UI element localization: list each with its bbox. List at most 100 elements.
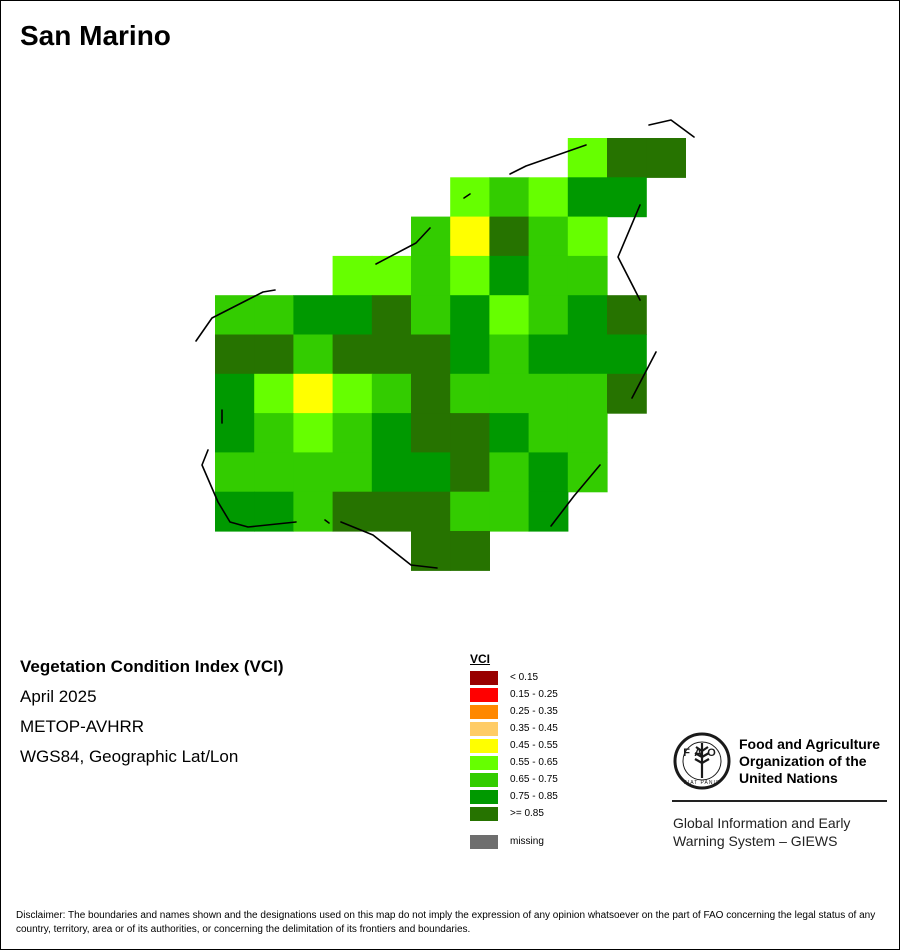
vci-cell xyxy=(489,295,530,336)
border-segment xyxy=(195,289,276,342)
vci-cell xyxy=(450,255,490,296)
vci-cell xyxy=(567,373,608,414)
legend-swatch xyxy=(470,705,498,719)
fao-name-line: United Nations xyxy=(739,770,838,786)
giews-line: Global Information and Early xyxy=(673,815,851,831)
vci-map xyxy=(195,119,695,571)
vci-cell xyxy=(489,491,530,532)
vci-cell xyxy=(293,334,334,375)
vci-cell xyxy=(450,177,490,218)
vci-cell xyxy=(293,491,334,532)
fao-organization-name: Food and Agriculture Organization of the… xyxy=(739,736,880,787)
vci-cell xyxy=(411,491,451,532)
vci-cell xyxy=(528,452,569,493)
legend-label: >= 0.85 xyxy=(510,808,544,819)
index-title: Vegetation Condition Index (VCI) xyxy=(20,657,284,676)
vci-cell xyxy=(371,255,412,296)
index-projection: WGS84, Geographic Lat/Lon xyxy=(20,747,239,766)
index-date: April 2025 xyxy=(20,687,97,706)
vci-cell xyxy=(371,295,412,336)
vci-cell xyxy=(411,452,451,493)
legend-label: 0.75 - 0.85 xyxy=(510,791,558,802)
legend-swatch xyxy=(470,671,498,685)
fao-name-line: Organization of the xyxy=(739,753,867,769)
vci-cell xyxy=(567,413,608,453)
vci-cell xyxy=(332,295,373,336)
vci-cell xyxy=(215,373,255,414)
vci-cell xyxy=(293,413,334,453)
vci-cell xyxy=(332,255,373,296)
vci-cell xyxy=(528,334,569,375)
vci-cell xyxy=(254,452,294,493)
vci-cell xyxy=(489,413,530,453)
legend: VCI < 0.15 0.15 - 0.25 0.25 - 0.35 0.35 - 0… xyxy=(470,652,558,849)
vci-cell xyxy=(371,491,412,532)
vci-cell xyxy=(254,373,294,414)
vci-cell xyxy=(489,334,530,375)
vci-cell xyxy=(567,138,608,178)
vci-cell xyxy=(411,373,451,414)
vci-cell xyxy=(646,138,686,178)
vci-cell xyxy=(371,373,412,414)
vci-cell xyxy=(215,334,255,375)
legend-label: missing xyxy=(510,836,544,847)
vci-cell xyxy=(332,334,373,375)
vci-cell xyxy=(371,334,412,375)
vci-cell xyxy=(528,295,569,336)
border-segment xyxy=(463,193,471,199)
vci-cell xyxy=(607,373,647,414)
legend-title: VCI xyxy=(470,652,491,666)
legend-swatch xyxy=(470,773,498,787)
vci-cell xyxy=(489,452,530,493)
legend-label: 0.15 - 0.25 xyxy=(510,689,558,700)
vci-cell xyxy=(607,177,647,218)
vci-cell xyxy=(567,177,608,218)
legend-label: < 0.15 xyxy=(510,672,539,683)
vci-cell xyxy=(332,373,373,414)
vci-cell xyxy=(528,373,569,414)
legend-label: 0.25 - 0.35 xyxy=(510,706,558,717)
vci-raster xyxy=(215,138,686,571)
border-segment xyxy=(201,449,297,528)
vci-cell xyxy=(450,452,490,493)
vci-cell xyxy=(332,491,373,532)
border-segment xyxy=(375,227,431,265)
vci-cell xyxy=(450,295,490,336)
vci-cell xyxy=(528,255,569,296)
legend-swatch xyxy=(470,739,498,753)
vci-cell xyxy=(254,413,294,453)
vci-cell xyxy=(489,373,530,414)
legend-swatch xyxy=(470,688,498,702)
vci-cell xyxy=(450,373,490,414)
vci-cell xyxy=(450,216,490,257)
index-sensor: METOP-AVHRR xyxy=(20,717,145,736)
border-segment xyxy=(509,144,587,175)
vci-cell xyxy=(411,216,451,257)
vci-cell xyxy=(607,334,647,375)
vci-cell xyxy=(567,295,608,336)
fao-motto: FIAT PANIS xyxy=(684,780,720,786)
vci-cell xyxy=(254,334,294,375)
vci-cell xyxy=(411,295,451,336)
giews-line: Warning System – GIEWS xyxy=(673,833,838,849)
vci-cell xyxy=(332,413,373,453)
vci-cell xyxy=(528,177,569,218)
map-title: San Marino xyxy=(20,20,171,51)
vci-cell xyxy=(528,413,569,453)
vci-cell xyxy=(215,452,255,493)
giews-label: Global Information and Early Warning Sys… xyxy=(673,814,850,850)
vci-cell xyxy=(450,413,490,453)
fao-logo-icon: FAO FIAT PANIS xyxy=(673,732,731,790)
vci-cell xyxy=(489,255,530,296)
legend-swatch xyxy=(470,835,498,849)
vci-cell xyxy=(411,255,451,296)
border-segment xyxy=(648,119,695,138)
vci-cell xyxy=(450,334,490,375)
legend-swatch xyxy=(470,807,498,821)
vci-cell xyxy=(371,413,412,453)
vci-cell xyxy=(607,295,647,336)
disclaimer: Disclaimer: The boundaries and names sho… xyxy=(16,910,876,935)
vci-cell xyxy=(293,295,334,336)
vci-cell xyxy=(215,295,255,336)
vci-cell xyxy=(567,255,608,296)
